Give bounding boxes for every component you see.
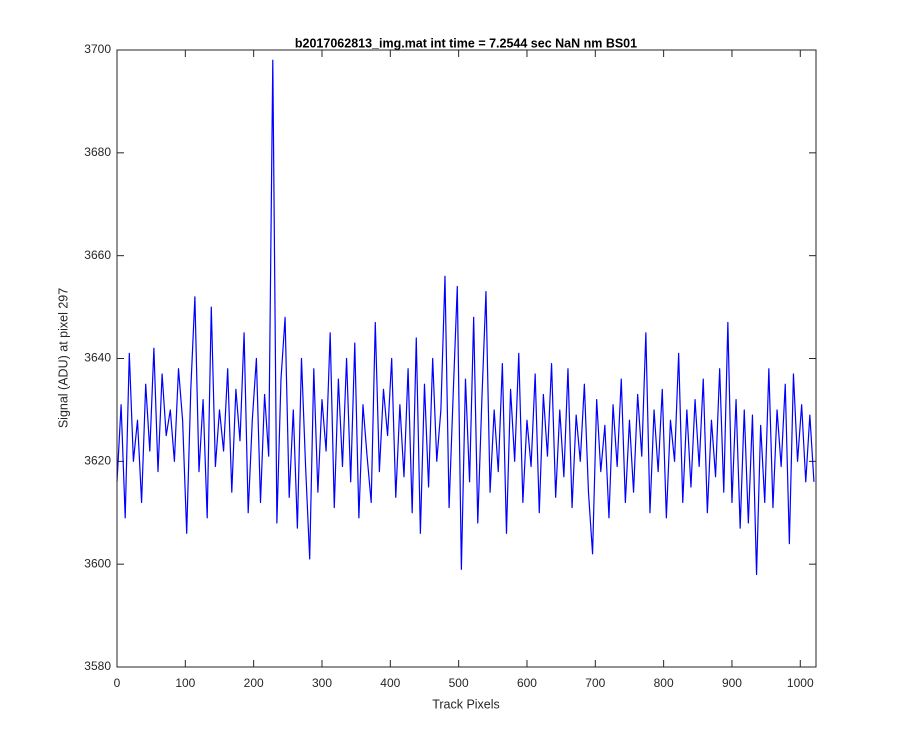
y-tick-label: 3600 (84, 556, 111, 570)
plot-area: 0 100 200 300 400 500 600 700 800 900 1000 3580 3600… (84, 42, 816, 690)
chart-title: b2017062813_img.mat int time = 7.2544 se… (295, 36, 637, 50)
x-axis-label: Track Pixels (432, 697, 500, 711)
y-tick-label: 3680 (84, 145, 111, 159)
y-tick-label: 3660 (84, 248, 111, 262)
x-tick-label: 900 (722, 676, 742, 690)
y-tick-label: 3620 (84, 454, 111, 468)
x-tick-label: 600 (517, 676, 537, 690)
axes-box (116, 49, 817, 668)
y-tick-label: 3700 (84, 42, 111, 56)
x-tick-label: 1000 (787, 676, 814, 690)
x-tick-label: 700 (585, 676, 605, 690)
x-tick-label: 0 (114, 676, 121, 690)
x-tick-label: 300 (312, 676, 332, 690)
x-tick-label: 800 (654, 676, 674, 690)
x-tick-label: 100 (175, 676, 195, 690)
data-line (116, 59, 815, 576)
x-tick-label: 400 (380, 676, 400, 690)
y-tick-label: 3640 (84, 351, 111, 365)
y-axis-label: Signal (ADU) at pixel 297 (56, 288, 70, 428)
x-tick-label: 200 (244, 676, 264, 690)
y-tick-label: 3580 (84, 659, 111, 673)
x-tick-label: 500 (449, 676, 469, 690)
